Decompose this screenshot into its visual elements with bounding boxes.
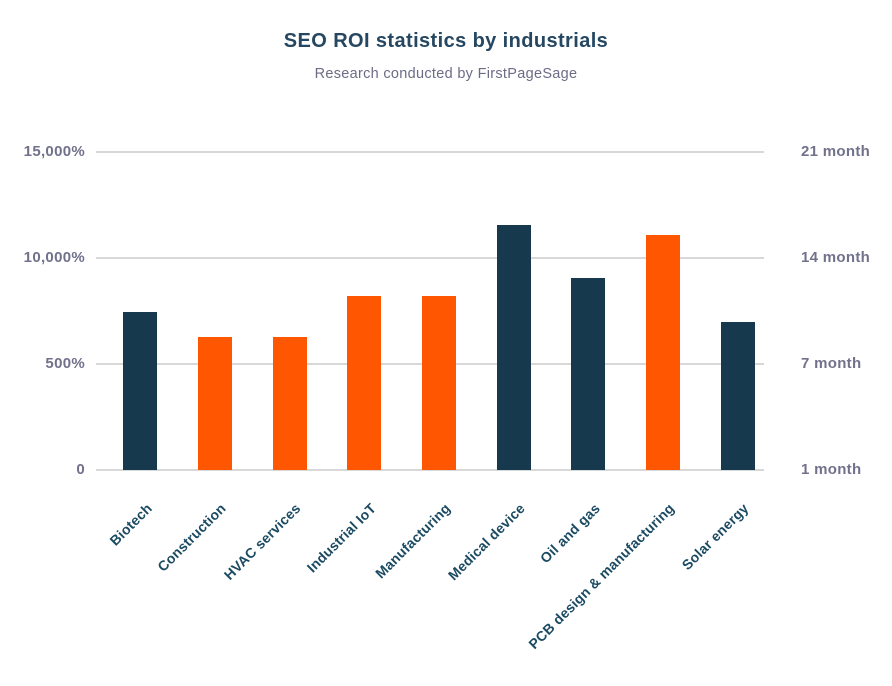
gridline [96,257,764,259]
y-tick-left: 0 [76,461,85,478]
bar-industrial-iot [347,296,382,470]
x-label-biotech: Biotech [106,500,155,549]
y-tick-left: 500% [45,355,85,372]
x-label-hvac-services: HVAC services [221,500,304,583]
y-tick-left: 15,000% [23,143,85,160]
x-label-pcb-design-manufacturing: PCB design & manufacturing [525,500,678,652]
bar-oil-and-gas [571,278,606,470]
x-label-medical-device: Medical device [444,500,528,584]
gridline [96,151,764,153]
bar-slot [626,152,701,470]
y-tick-right: 7 month [801,355,862,372]
bar-hvac-services [272,337,307,470]
bar-slot [252,152,327,470]
x-label-solar-energy: Solar energy [678,500,752,573]
bar-series [103,152,775,470]
bar-construction [198,337,232,470]
bar-slot [327,152,402,470]
gridline [96,469,764,471]
bar-slot [551,152,626,470]
y-tick-left: 10,000% [23,249,85,266]
bar-pcb-design-manufacturing [646,235,681,470]
x-label-manufacturing: Manufacturing [371,500,454,582]
y-tick-right: 1 month [801,461,862,478]
chart-subtitle: Research conducted by FirstPageSage [314,66,578,82]
x-label-industrial-iot: Industrial IoT [303,500,379,576]
chart-title: SEO ROI statistics by industrials [283,30,609,52]
bar-biotech [123,312,158,470]
bar-slot [178,152,253,470]
y-tick-right: 21 month [801,143,871,160]
bar-solar-energy [720,322,755,470]
x-label-construction: Construction [154,500,230,575]
bar-slot [103,152,178,470]
bar-manufacturing [422,296,457,470]
bar-slot [476,152,551,470]
bar-slot [700,152,775,470]
y-tick-right: 14 month [801,249,871,266]
x-label-oil-and-gas: Oil and gas [536,500,603,567]
bar-slot [402,152,477,470]
bar-medical-device [496,225,531,470]
